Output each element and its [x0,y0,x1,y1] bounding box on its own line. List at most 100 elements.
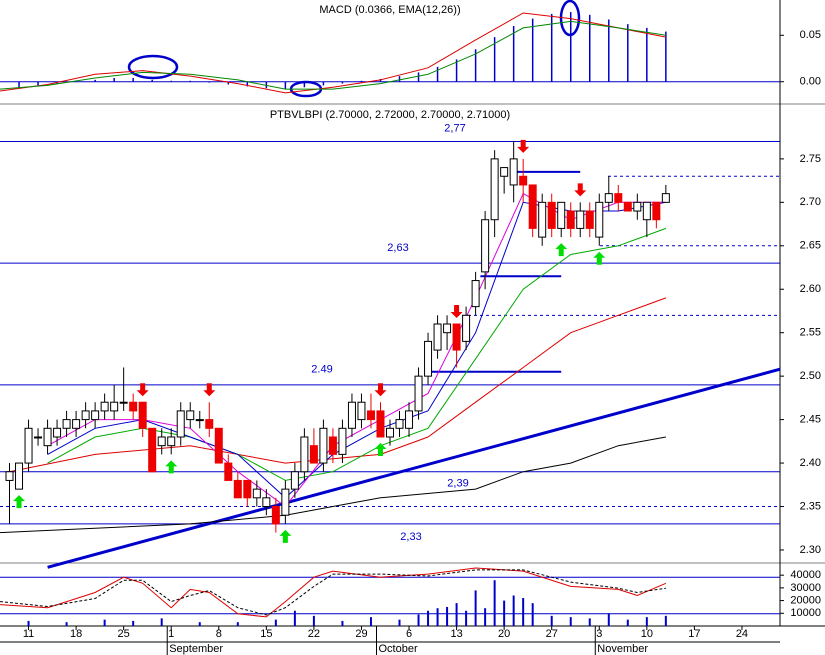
x-tick-label: 20 [498,628,510,640]
sell-signal [450,305,463,319]
candle-body [623,201,632,212]
candle-body [566,210,575,229]
x-tick-label: 18 [70,628,82,640]
y-tick-label: 2.55 [800,327,821,339]
candle-body [176,410,185,438]
y-tick-label: 2.50 [800,370,821,382]
candle-body [414,375,423,412]
x-tick-label: 6 [406,628,412,640]
x-tick-label: 22 [308,628,320,640]
y-tick-label: 2.30 [800,544,821,556]
x-tick-label: 15 [260,628,272,640]
buy-signal [555,243,568,257]
buy-signal [165,460,178,474]
y-tick-label: 40000 [790,569,821,581]
candle-body [34,436,43,439]
candle-body [509,158,518,186]
x-tick-label: 24 [736,628,748,640]
candle-body [62,419,71,429]
macd-line [0,12,666,94]
candle-body [585,210,594,229]
level-label: 2,39 [447,478,468,490]
candle-body [233,479,242,499]
candle-body [300,436,309,473]
oscillator-line [0,569,666,616]
x-tick-label: 3 [596,628,602,640]
sell-signal [136,383,149,397]
candle-body [366,410,375,421]
candle-body [386,427,394,438]
candle-body [376,410,385,438]
y-tick-label: 20000 [790,594,821,606]
candle-body [224,462,233,481]
x-tick-label: 29 [355,628,367,640]
candle-body [290,471,299,490]
sell-signal [574,183,587,197]
candle-body [319,427,328,464]
candle-body [528,184,537,229]
y-tick-label: 2.45 [800,414,821,426]
candle-body [347,401,356,429]
candle-body [614,193,623,203]
candle-body [395,419,404,429]
candle-body [633,201,642,212]
x-tick-label: 10 [641,628,653,640]
level-label: 2,77 [444,122,465,134]
candle-body [424,340,433,377]
y-tick-label: 2.35 [800,500,821,512]
y-tick-label: 0.00 [800,76,821,88]
candle-body [357,401,366,421]
y-tick-label: 2.40 [800,457,821,469]
candle-body [490,158,499,221]
month-label: October [378,643,417,655]
y-tick-label: 2.75 [800,153,821,165]
candle-body [481,219,490,273]
candle-body [281,488,290,516]
x-tick-label: 11 [23,628,34,640]
macd-line [0,20,666,90]
candle-body [500,167,509,177]
trendline [47,367,781,569]
candle-body [195,419,204,422]
level-label: 2.49 [311,364,332,376]
x-tick-label: 1 [168,628,174,640]
month-label: September [169,643,223,655]
macd-title: MACD (0.0366, EMA(12,26)) [319,4,460,16]
candle-body [243,479,252,499]
level-label: 2,33 [400,531,421,543]
candle-body [405,410,414,429]
candle-body [595,201,604,238]
month-label: November [597,643,648,655]
candle-body [5,471,14,481]
candle-body [519,175,528,186]
candle-body [471,280,480,308]
candle-body [338,427,347,455]
candle-body [271,506,280,525]
candle-body [167,436,176,447]
buy-signal [13,495,26,509]
candle-body [452,323,461,351]
y-tick-label: 2.65 [800,240,821,252]
candle-body [157,436,166,447]
x-tick-label: 27 [546,628,558,640]
candle-body [433,323,442,351]
price-title: PTBVLBPI (2.70000, 2.72000, 2.70000, 2.7… [270,109,510,121]
candle-body [538,201,547,238]
candle-body [443,323,452,334]
moving-average [9,297,667,473]
candle-body [205,419,214,429]
buy-signal [374,442,387,456]
candle-body [119,401,128,404]
x-tick-label: 17 [688,628,700,640]
candle-body [15,462,24,490]
candle-body [547,201,556,229]
oscillator-line [0,567,667,618]
candle-body [110,401,119,412]
x-tick-label: 8 [216,628,222,640]
candle-body [661,193,670,203]
candle-body [252,488,261,499]
candle-body [652,201,661,221]
